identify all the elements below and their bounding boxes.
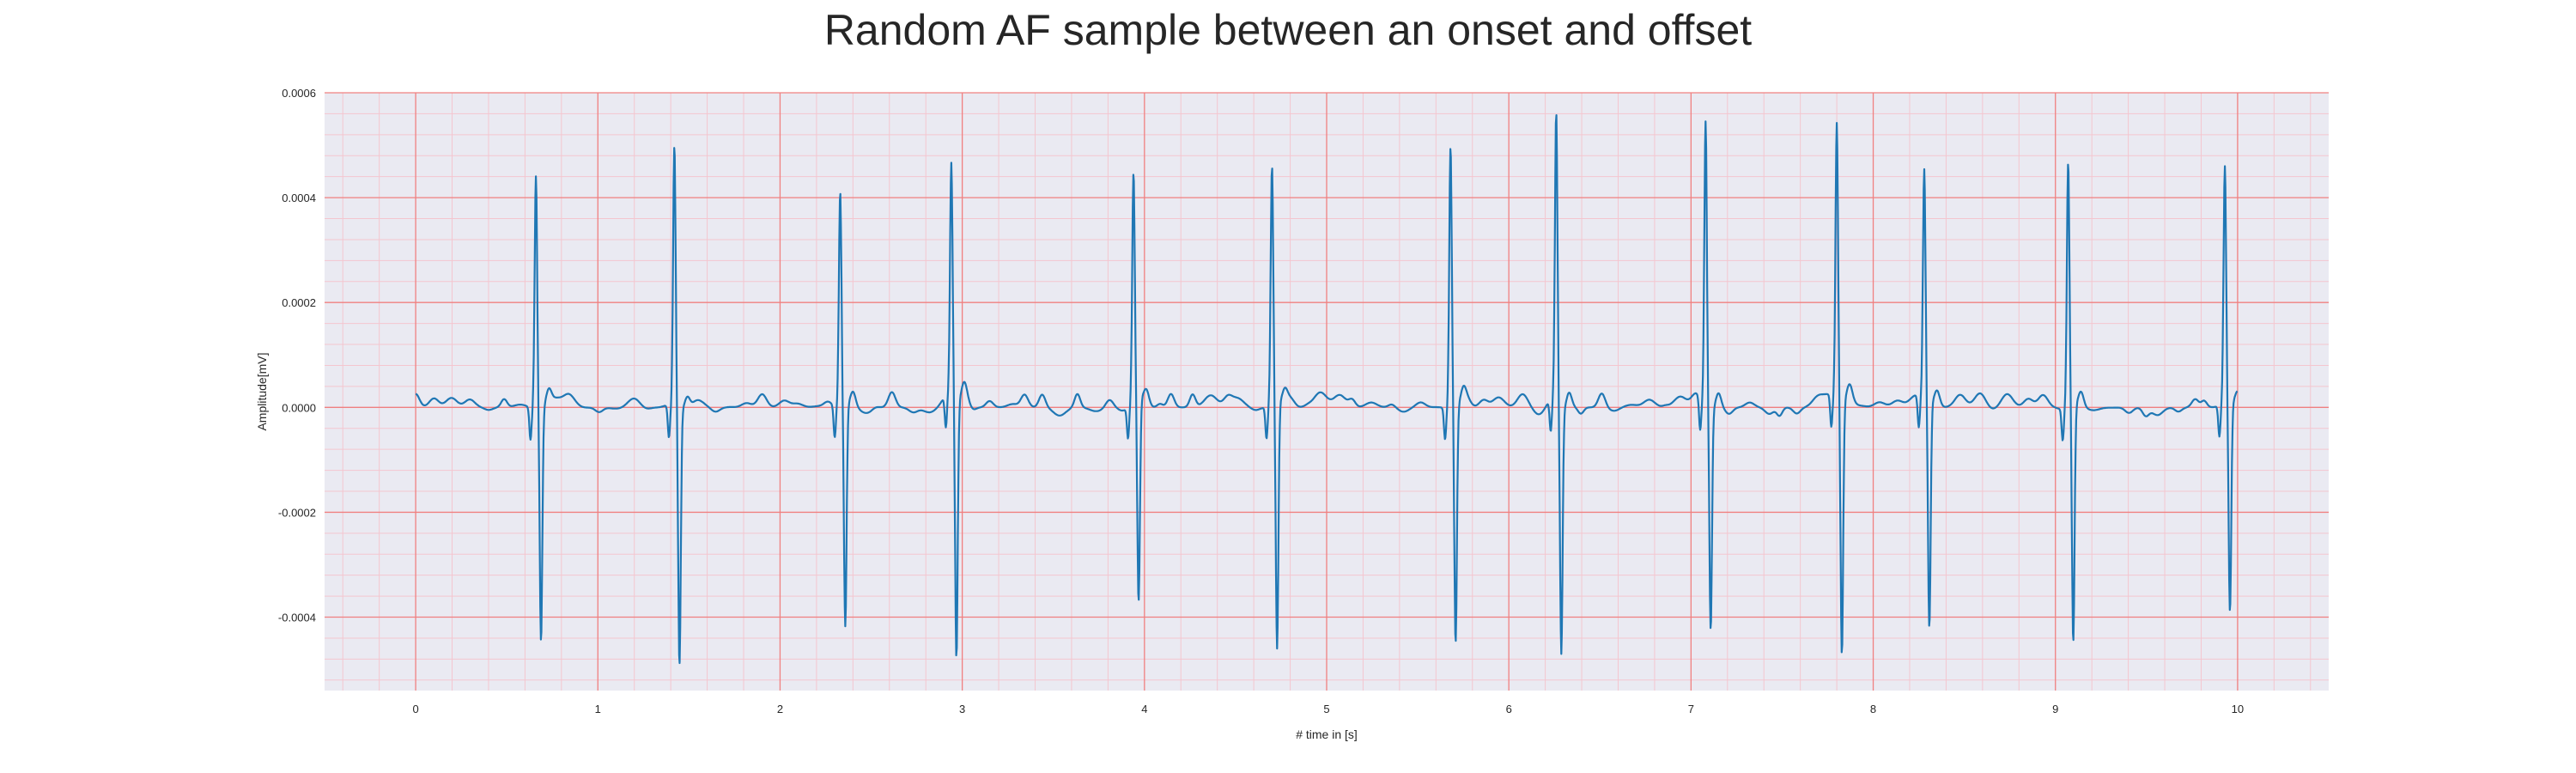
x-tick-label: 7 [1688,703,1694,715]
x-axis-label: # time in [s] [1296,727,1358,741]
y-tick-label: -0.0004 [278,612,316,624]
y-tick-label: 0.0002 [282,296,316,309]
chart-title: Random AF sample between an onset and of… [823,6,1753,54]
x-tick-label: 2 [777,703,783,715]
x-tick-label: 0 [412,703,418,715]
x-tick-labels: 0 1 2 3 4 5 6 7 8 9 10 [412,703,2244,715]
x-tick-label: 4 [1141,703,1147,715]
x-tick-label: 5 [1323,703,1329,715]
x-tick-label: 1 [595,703,601,715]
x-tick-label: 10 [2232,703,2244,715]
x-tick-label: 3 [959,703,965,715]
y-axis-label: Amplitude[mV] [255,352,269,430]
y-tick-label: 0.0000 [282,401,316,414]
x-tick-label: 8 [1870,703,1876,715]
y-tick-label: 0.0006 [282,87,316,100]
y-tick-label: 0.0004 [282,192,316,204]
major-grid [325,92,2329,691]
x-tick-label: 9 [2052,703,2058,715]
y-tick-label: -0.0002 [278,506,316,519]
x-tick-label: 6 [1506,703,1512,715]
ecg-signal-line [415,114,2239,665]
y-tick-labels: -0.0004 -0.0002 0.0000 0.0002 0.0004 0.0006 [278,87,316,624]
